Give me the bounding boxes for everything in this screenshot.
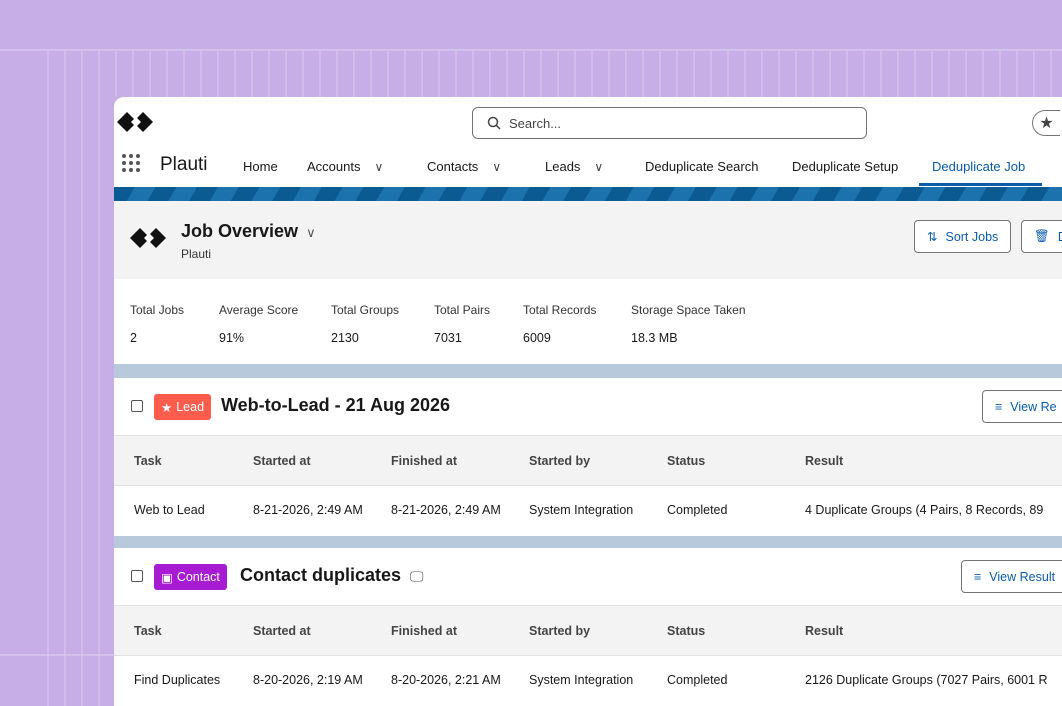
- monitor-icon: 🖵: [410, 568, 424, 584]
- app-window: Search... ★ Plauti Home Accounts ∨ Contac…: [114, 97, 1062, 706]
- object-badge-lead: ★ Lead: [154, 394, 212, 420]
- plauti-logo: [130, 228, 166, 248]
- section-divider: [114, 364, 1062, 378]
- search-placeholder: Search...: [509, 115, 562, 131]
- delete-button[interactable]: 🗑D: [1021, 220, 1062, 253]
- contact-card-icon: ▣: [161, 570, 173, 585]
- view-results-button[interactable]: ≡ View Re: [982, 390, 1062, 423]
- stat-storage-space: Storage Space Taken 18.3 MB: [631, 303, 746, 345]
- stat-total-pairs: Total Pairs 7031: [434, 303, 491, 345]
- column-header-task[interactable]: Task: [134, 454, 162, 468]
- cell-finished-at: 8-20-2026, 2:21 AM: [391, 673, 501, 687]
- job-title: Web-to-Lead - 21 Aug 2026: [221, 395, 451, 415]
- cell-started-by: System Integration: [529, 503, 634, 517]
- page-header: Job Overview∨ Plauti ⇅Sort Jobs 🗑D: [114, 201, 1062, 279]
- cell-started-by: System Integration: [529, 673, 634, 687]
- nav-item-home[interactable]: Home: [243, 159, 278, 174]
- table-header: Task Started at Finished at Started by S…: [114, 606, 1062, 656]
- job-card-header: ★ Lead Web-to-Lead - 21 Aug 2026 ≡ View Re: [114, 378, 1062, 436]
- lead-icon: ★: [161, 400, 173, 415]
- section-divider: [114, 536, 1062, 548]
- object-badge-contact: ▣ Contact: [154, 564, 227, 590]
- chevron-down-icon[interactable]: ∨: [374, 160, 384, 174]
- job-card-header: ▣ Contact Contact duplicates 🖵 ≡ View Resu…: [114, 548, 1062, 606]
- page-title: Job Overview ∨: [181, 221, 316, 241]
- list-icon: ≡: [995, 399, 1003, 414]
- nav-item-accounts[interactable]: Accounts ∨: [307, 159, 384, 174]
- cell-task: Find Duplicates: [134, 673, 221, 687]
- cell-task: Web to Lead: [134, 503, 205, 517]
- cell-finished-at: 8-21-2026, 2:49 AM: [391, 503, 501, 517]
- column-header-started-by[interactable]: Started by: [529, 454, 591, 468]
- column-header-finished-at[interactable]: Finished at: [391, 454, 457, 468]
- list-icon: ≡: [974, 569, 982, 584]
- nav-item-deduplicate-search[interactable]: Deduplicate Search: [645, 159, 759, 174]
- chevron-down-icon[interactable]: ∨: [306, 225, 316, 240]
- sort-jobs-button[interactable]: ⇅ Sort Jobs: [914, 220, 1012, 253]
- cell-result: 4 Duplicate Groups (4 Pairs, 8 Records, …: [805, 503, 1044, 517]
- nav-item-deduplicate-setup[interactable]: Deduplicate Setup: [792, 159, 899, 174]
- cell-started-at: 8-20-2026, 2:19 AM: [253, 673, 363, 687]
- plauti-logo: [117, 112, 153, 132]
- column-header-result[interactable]: Result: [805, 624, 844, 638]
- sort-icon: ⇅: [927, 230, 938, 244]
- chevron-down-icon[interactable]: ∨: [492, 160, 502, 174]
- stat-total-groups: Total Groups 2130: [331, 303, 400, 345]
- active-tab-indicator: [919, 183, 1042, 186]
- job-checkbox[interactable]: [131, 400, 143, 412]
- nav-bar: Plauti Home Accounts ∨ Contacts ∨ Leads ∨ D…: [114, 149, 1062, 187]
- nav-item-contacts[interactable]: Contacts ∨: [427, 159, 502, 174]
- column-header-finished-at[interactable]: Finished at: [391, 624, 457, 638]
- nav-item-deduplicate-job[interactable]: Deduplicate Job: [932, 159, 1026, 174]
- column-header-started-by[interactable]: Started by: [529, 624, 591, 638]
- job-card: ▣ Contact Contact duplicates 🖵 ≡ View Resu…: [114, 548, 1062, 706]
- header-band: [114, 187, 1062, 201]
- favorites-star-icon[interactable]: ★: [1032, 110, 1060, 136]
- column-header-started-at[interactable]: Started at: [253, 454, 311, 468]
- cell-started-at: 8-21-2026, 2:49 AM: [253, 503, 363, 517]
- stat-total-records: Total Records 6009: [523, 303, 597, 345]
- page-subtitle: Plauti: [181, 247, 212, 261]
- view-results-button[interactable]: ≡ View Result: [961, 560, 1062, 593]
- job-title: Contact duplicates 🖵: [240, 565, 424, 585]
- search-input[interactable]: Search...: [472, 107, 867, 139]
- column-header-task[interactable]: Task: [134, 624, 162, 638]
- table-row[interactable]: Web to Lead 8-21-2026, 2:49 AM 8-21-2026…: [114, 486, 1062, 536]
- nav-item-leads[interactable]: Leads ∨: [545, 159, 604, 174]
- stat-average-score: Average Score 91%: [219, 303, 299, 345]
- job-checkbox[interactable]: [131, 570, 143, 582]
- column-header-started-at[interactable]: Started at: [253, 624, 311, 638]
- table-header: Task Started at Finished at Started by S…: [114, 436, 1062, 486]
- cell-status: Completed: [667, 673, 728, 687]
- column-header-status[interactable]: Status: [667, 624, 706, 638]
- cell-status: Completed: [667, 503, 728, 517]
- trash-icon: 🗑: [1034, 229, 1050, 243]
- column-header-status[interactable]: Status: [667, 454, 706, 468]
- stat-total-jobs: Total Jobs 2: [130, 303, 185, 345]
- column-header-result[interactable]: Result: [805, 454, 844, 468]
- search-icon: [487, 116, 501, 130]
- cell-result: 2126 Duplicate Groups (7027 Pairs, 6001 …: [805, 673, 1048, 687]
- app-launcher-icon[interactable]: [122, 154, 142, 174]
- global-header: Search... ★: [114, 97, 1062, 149]
- table-row[interactable]: Find Duplicates 8-20-2026, 2:19 AM 8-20-…: [114, 656, 1062, 706]
- stats-panel: Total Jobs 2 Average Score 91% Total Group…: [114, 279, 1062, 364]
- chevron-down-icon[interactable]: ∨: [594, 160, 604, 174]
- app-name: Plauti: [160, 154, 208, 175]
- job-card: ★ Lead Web-to-Lead - 21 Aug 2026 ≡ View Re…: [114, 378, 1062, 536]
